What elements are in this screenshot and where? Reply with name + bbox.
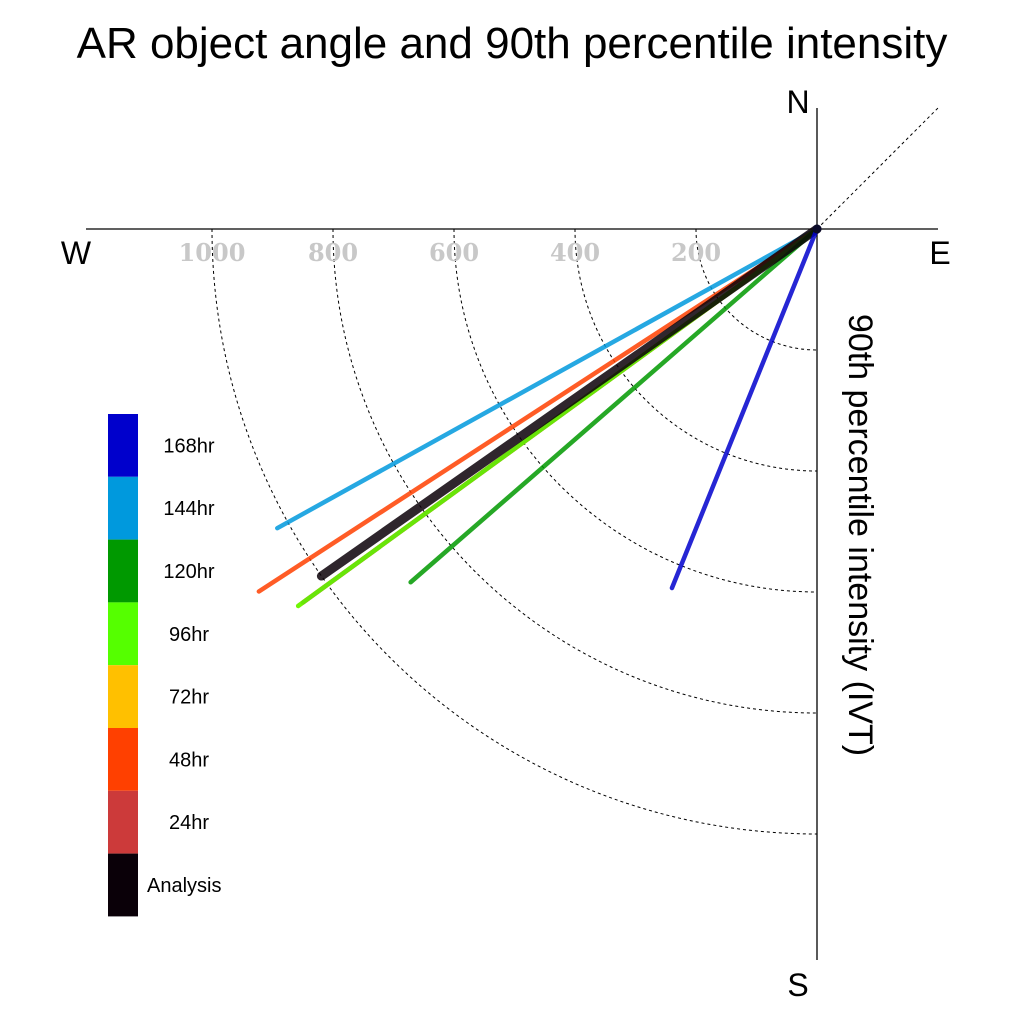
legend-label: 144hr bbox=[163, 498, 214, 520]
vector-analysis bbox=[316, 224, 822, 581]
grid-arc-600 bbox=[453, 228, 818, 593]
north-label: N bbox=[786, 84, 809, 120]
legend-label: 96hr bbox=[169, 624, 209, 646]
radial-tick-label: 600 bbox=[429, 238, 479, 267]
legend-swatch bbox=[108, 414, 138, 477]
radial-tick-label: 200 bbox=[671, 238, 721, 267]
radial-grid bbox=[211, 228, 818, 835]
legend-label: 168hr bbox=[163, 435, 214, 457]
grid-arc-200 bbox=[695, 228, 818, 351]
legend-swatch bbox=[108, 853, 138, 917]
radial-tick-labels: 200 400 600 800 1000 bbox=[179, 238, 721, 267]
west-label: W bbox=[61, 235, 92, 271]
legend-label: 24hr bbox=[169, 812, 209, 834]
vector-144hr bbox=[275, 226, 820, 531]
legend-label: 72hr bbox=[169, 687, 209, 709]
legend-swatch bbox=[108, 602, 138, 666]
east-label: E bbox=[929, 235, 950, 271]
legend-swatch bbox=[108, 728, 138, 791]
vector-168hr bbox=[669, 226, 820, 591]
radial-tick-label: 400 bbox=[550, 238, 600, 267]
legend-swatch bbox=[108, 790, 138, 854]
grid-arc-800 bbox=[332, 228, 818, 714]
vector-lines bbox=[256, 224, 822, 609]
legend-swatch bbox=[108, 665, 138, 728]
radial-tick-label: 1000 bbox=[179, 238, 246, 267]
legend-swatch bbox=[108, 476, 138, 540]
legend-label: 48hr bbox=[169, 749, 209, 771]
legend-label: 120hr bbox=[163, 561, 214, 583]
legend: 168hr 144hr 120hr 96hr 72hr 48hr 24hr Analysis bbox=[108, 414, 221, 917]
vector-120hr bbox=[408, 226, 820, 585]
south-label: S bbox=[787, 967, 808, 1003]
radial-tick-label: 800 bbox=[308, 238, 358, 267]
y-axis-label: 90th percentile intensity (IVT) bbox=[841, 314, 879, 756]
chart-title: AR object angle and 90th percentile inte… bbox=[77, 19, 948, 68]
origin-point bbox=[812, 224, 822, 234]
legend-swatch bbox=[108, 539, 138, 603]
grid-arc-400 bbox=[574, 228, 818, 472]
compass-axes bbox=[86, 105, 941, 960]
legend-label: Analysis bbox=[147, 875, 221, 897]
diagonal-guide bbox=[816, 105, 941, 230]
grid-arc-1000 bbox=[211, 228, 818, 835]
